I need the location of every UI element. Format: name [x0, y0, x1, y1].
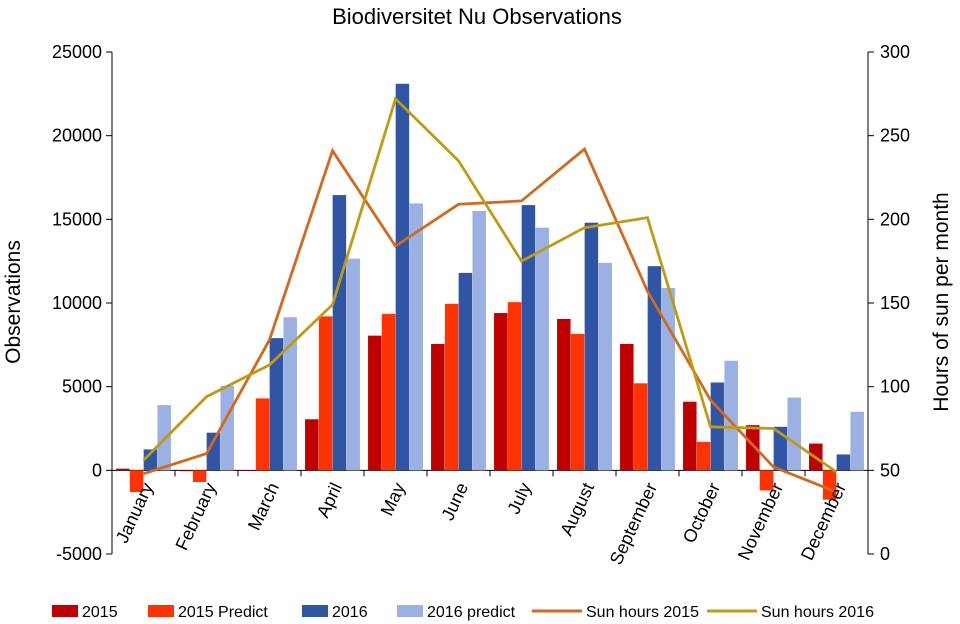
legend-label-2016-predict: 2016 predict: [427, 604, 516, 621]
bars: [116, 83, 864, 500]
legend-swatch-2016: [302, 605, 328, 617]
legend-label-2015: 2015: [82, 604, 118, 621]
bar-2016-predict: [598, 262, 612, 471]
bar-2016-predict: [535, 227, 549, 471]
line-sun-hours-2015: [143, 146, 838, 494]
bar-2016-predict: [787, 397, 801, 471]
bar-2016: [647, 266, 662, 471]
y-tick-label: 5000: [62, 377, 102, 397]
bar-2015-predict: [192, 470, 207, 483]
bar-2016-predict: [409, 203, 423, 471]
legend-label-2016: 2016: [332, 604, 368, 621]
bar-2015-predict: [759, 470, 774, 491]
x-tick-label: November: [734, 480, 787, 564]
bar-2016-predict: [346, 258, 360, 471]
bar-2016: [206, 432, 221, 471]
legend: 2015 2015 Predict 2016 2016 predict Sun hour…: [52, 604, 874, 621]
bar-2016: [836, 454, 851, 471]
y-tick-label: -5000: [56, 544, 102, 564]
y-tick-label: 20000: [52, 126, 102, 146]
bar-2015-predict: [381, 313, 396, 471]
legend-swatch-2015: [52, 605, 78, 617]
legend-label-sun-hours-2016: Sun hours 2016: [761, 604, 874, 621]
axes: -5000 0 5000 10000 15000 20000 25000 0 50 100 150 2…: [52, 42, 910, 564]
bar-2015-predict: [318, 316, 333, 471]
bar-2015: [179, 470, 193, 472]
y2-tick-label: 200: [880, 209, 910, 229]
y-tick-label: 10000: [52, 293, 102, 313]
y2-axis-title: Hours of sun per month: [930, 192, 953, 411]
bar-2016: [395, 83, 410, 471]
x-tick-label: May: [377, 480, 410, 519]
legend-label-2015-predict: 2015 Predict: [178, 604, 268, 621]
bar-2015-predict: [822, 470, 837, 500]
bar-2016-predict: [661, 287, 675, 471]
bar-2015: [116, 468, 130, 471]
y2-tick-label: 100: [880, 377, 910, 397]
legend-label-sun-hours-2015: Sun hours 2015: [586, 604, 699, 621]
x-tick-label: April: [313, 480, 346, 521]
bar-2015-predict: [507, 302, 522, 471]
bar-2016: [458, 272, 473, 471]
y2-tick-label: 250: [880, 126, 910, 146]
bar-2015: [620, 343, 634, 471]
x-tick-label: September: [606, 480, 661, 568]
bar-2016: [143, 449, 158, 471]
bar-2015: [431, 343, 445, 471]
line-sun-hours-2016: [142, 96, 838, 474]
y-axis-title: Observations: [2, 240, 25, 364]
x-tick-label: July: [503, 480, 535, 517]
y-tick-label: 0: [92, 460, 102, 480]
legend-swatch-2016-predict: [397, 605, 423, 617]
bar-2015-predict: [444, 303, 459, 471]
bar-2016-predict: [220, 385, 234, 471]
bar-2015-predict: [129, 470, 144, 493]
bar-2015: [746, 425, 760, 471]
y2-tick-label: 0: [880, 544, 890, 564]
bar-2015: [242, 470, 256, 471]
bar-2015: [557, 318, 571, 471]
chart-title: Biodiversitet Nu Observations: [332, 4, 622, 29]
bar-2015: [494, 313, 508, 471]
bar-2016-predict: [724, 360, 738, 471]
bar-2016: [521, 205, 536, 471]
legend-swatch-2015-predict: [148, 605, 174, 617]
lines: [142, 96, 838, 494]
y2-tick-label: 150: [880, 293, 910, 313]
x-tick-label: February: [172, 480, 221, 554]
bar-2016-predict: [283, 317, 297, 471]
x-tick-labels: January February March April May June July Augu…: [112, 480, 850, 568]
bar-2015: [683, 401, 697, 471]
x-tick-label: January: [112, 480, 157, 546]
bar-2016-predict: [472, 210, 486, 471]
bar-2015-predict: [570, 333, 585, 471]
bar-2015-predict: [696, 441, 711, 471]
bar-2016: [269, 338, 284, 471]
y2-tick-label: 300: [880, 42, 910, 62]
y-tick-label: 15000: [52, 209, 102, 229]
bar-2015: [368, 335, 382, 471]
bar-2016: [773, 426, 788, 471]
bar-2016: [332, 195, 347, 471]
x-tick-label: October: [679, 480, 724, 546]
y2-tick-label: 50: [880, 460, 900, 480]
bar-2015-predict: [633, 383, 648, 471]
bar-2016: [584, 222, 599, 471]
bar-2016-predict: [850, 411, 864, 471]
x-tick-label: March: [244, 480, 283, 534]
x-tick-label: August: [556, 480, 598, 539]
y-tick-label: 25000: [52, 42, 102, 62]
x-tick-label: June: [437, 480, 472, 524]
bar-2015: [305, 419, 319, 471]
bar-2015-predict: [255, 398, 270, 471]
